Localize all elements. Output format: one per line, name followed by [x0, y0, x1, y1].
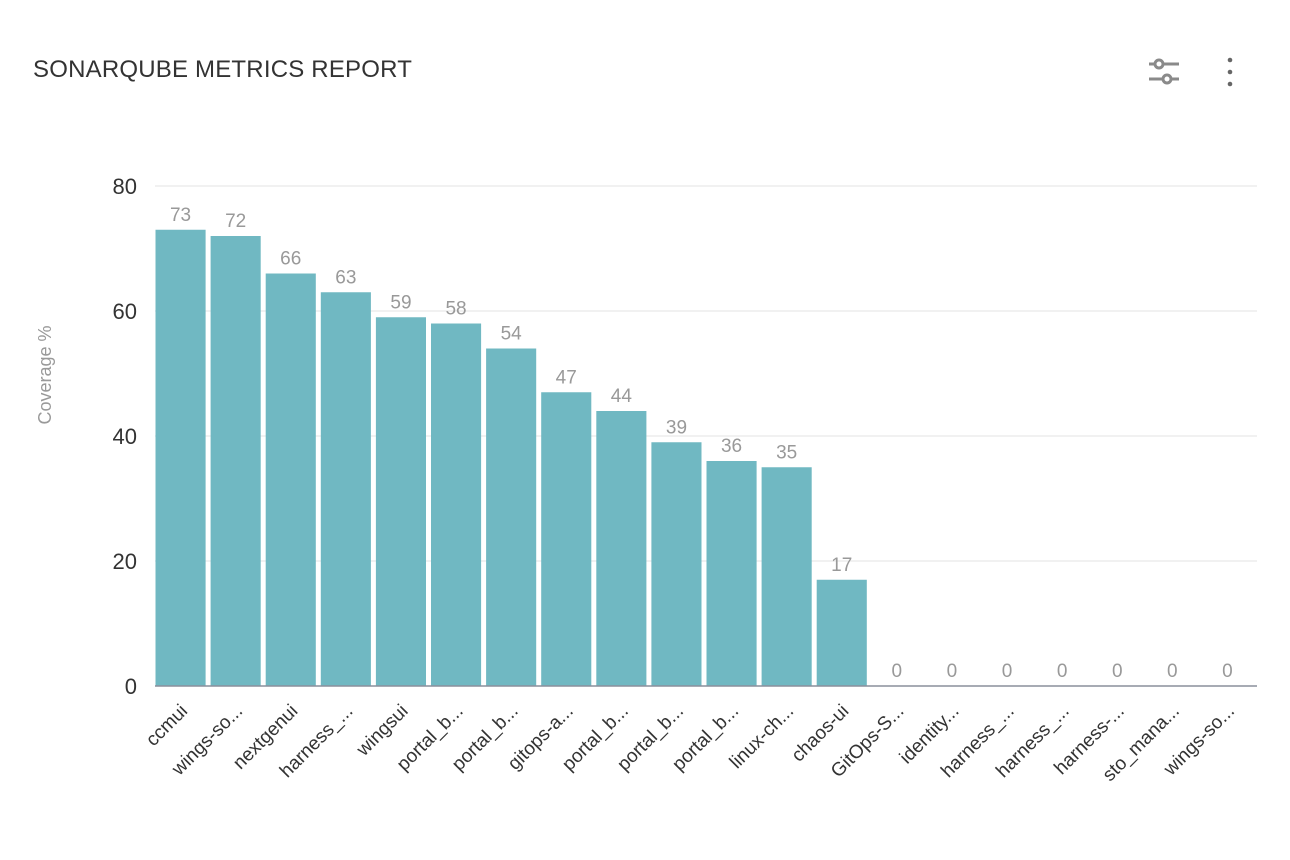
bar [375, 317, 426, 686]
bar [816, 579, 867, 686]
data-label: 59 [390, 292, 411, 313]
sliders-icon[interactable] [1144, 52, 1184, 92]
bar [210, 236, 261, 686]
data-label: 72 [225, 211, 246, 232]
y-tick-label: 20 [113, 549, 137, 574]
data-label: 0 [1112, 661, 1123, 682]
bar [155, 229, 206, 686]
data-label: 54 [501, 324, 523, 345]
data-label: 63 [335, 267, 356, 288]
bar [320, 292, 371, 686]
data-label: 0 [1057, 661, 1068, 682]
bar [541, 392, 592, 686]
data-label: 0 [1002, 661, 1013, 682]
y-axis-label: Coverage % [35, 325, 55, 424]
data-label: 0 [892, 661, 903, 682]
data-label: 17 [831, 555, 852, 576]
y-tick-label: 40 [113, 424, 137, 449]
data-label: 47 [556, 367, 577, 388]
data-label: 36 [721, 436, 742, 457]
bar [431, 323, 482, 686]
data-label: 35 [776, 442, 797, 463]
bar [651, 442, 702, 686]
page-title: SONARQUBE METRICS REPORT [33, 56, 413, 83]
data-label: 73 [170, 205, 191, 226]
bar [265, 273, 316, 686]
y-tick-label: 0 [125, 674, 137, 699]
data-label: 0 [1167, 661, 1178, 682]
data-label: 66 [280, 249, 301, 270]
y-tick-label: 60 [113, 299, 137, 324]
data-label: 39 [666, 417, 687, 438]
data-label: 44 [611, 386, 633, 407]
x-tick-label: ccmui [142, 701, 192, 751]
bar [596, 411, 647, 686]
more-vertical-icon[interactable] [1210, 52, 1250, 92]
y-tick-label: 80 [113, 174, 137, 199]
bar [486, 348, 537, 686]
data-label: 0 [947, 661, 958, 682]
bar [761, 467, 812, 686]
data-label: 0 [1222, 661, 1233, 682]
bar [706, 461, 757, 686]
data-label: 58 [445, 299, 466, 320]
